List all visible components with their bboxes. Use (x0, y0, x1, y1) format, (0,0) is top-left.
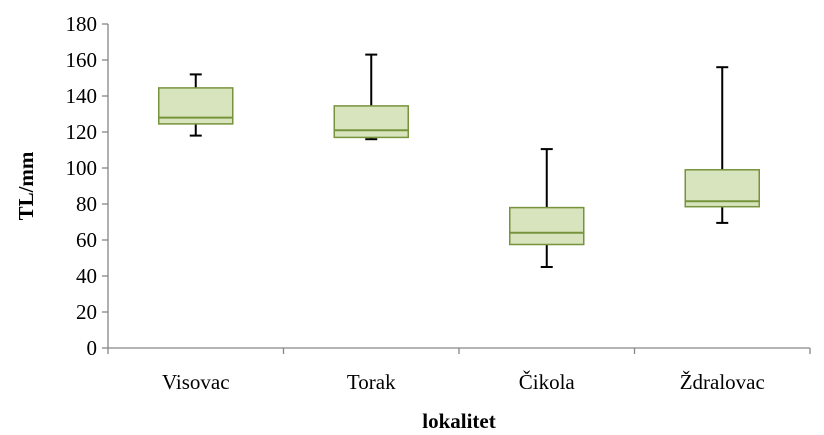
box-series (158, 53, 760, 268)
x-category-label: Torak (347, 370, 396, 394)
y-tick-label: 20 (76, 300, 97, 324)
x-category-label: Ždralovac (680, 370, 765, 394)
y-tick-label: 160 (66, 48, 98, 72)
iqr-box (509, 206, 585, 246)
box-ždralovac (684, 66, 760, 224)
y-tick-label: 100 (66, 156, 98, 180)
y-tick-label: 60 (76, 228, 97, 252)
x-axis: Visovac Torak Čikola Ždralovac (107, 347, 811, 394)
x-category-label: Visovac (162, 370, 230, 394)
y-tick-label: 80 (76, 192, 97, 216)
box-torak (333, 53, 409, 141)
y-tick-label: 0 (87, 336, 98, 360)
x-axis-title: lokalitet (422, 409, 496, 433)
x-category-label: Čikola (519, 370, 576, 394)
box-čikola (509, 148, 585, 268)
y-tick-label: 120 (66, 120, 98, 144)
iqr-box (333, 105, 409, 139)
y-axis-title: TL/mm (14, 151, 38, 220)
y-tick-label: 180 (66, 12, 98, 36)
y-tick-label: 140 (66, 84, 98, 108)
y-axis: 0 20 40 60 80 100 120 140 160 180 (66, 12, 109, 360)
box-visovac (158, 73, 234, 137)
y-tick-label: 40 (76, 264, 97, 288)
